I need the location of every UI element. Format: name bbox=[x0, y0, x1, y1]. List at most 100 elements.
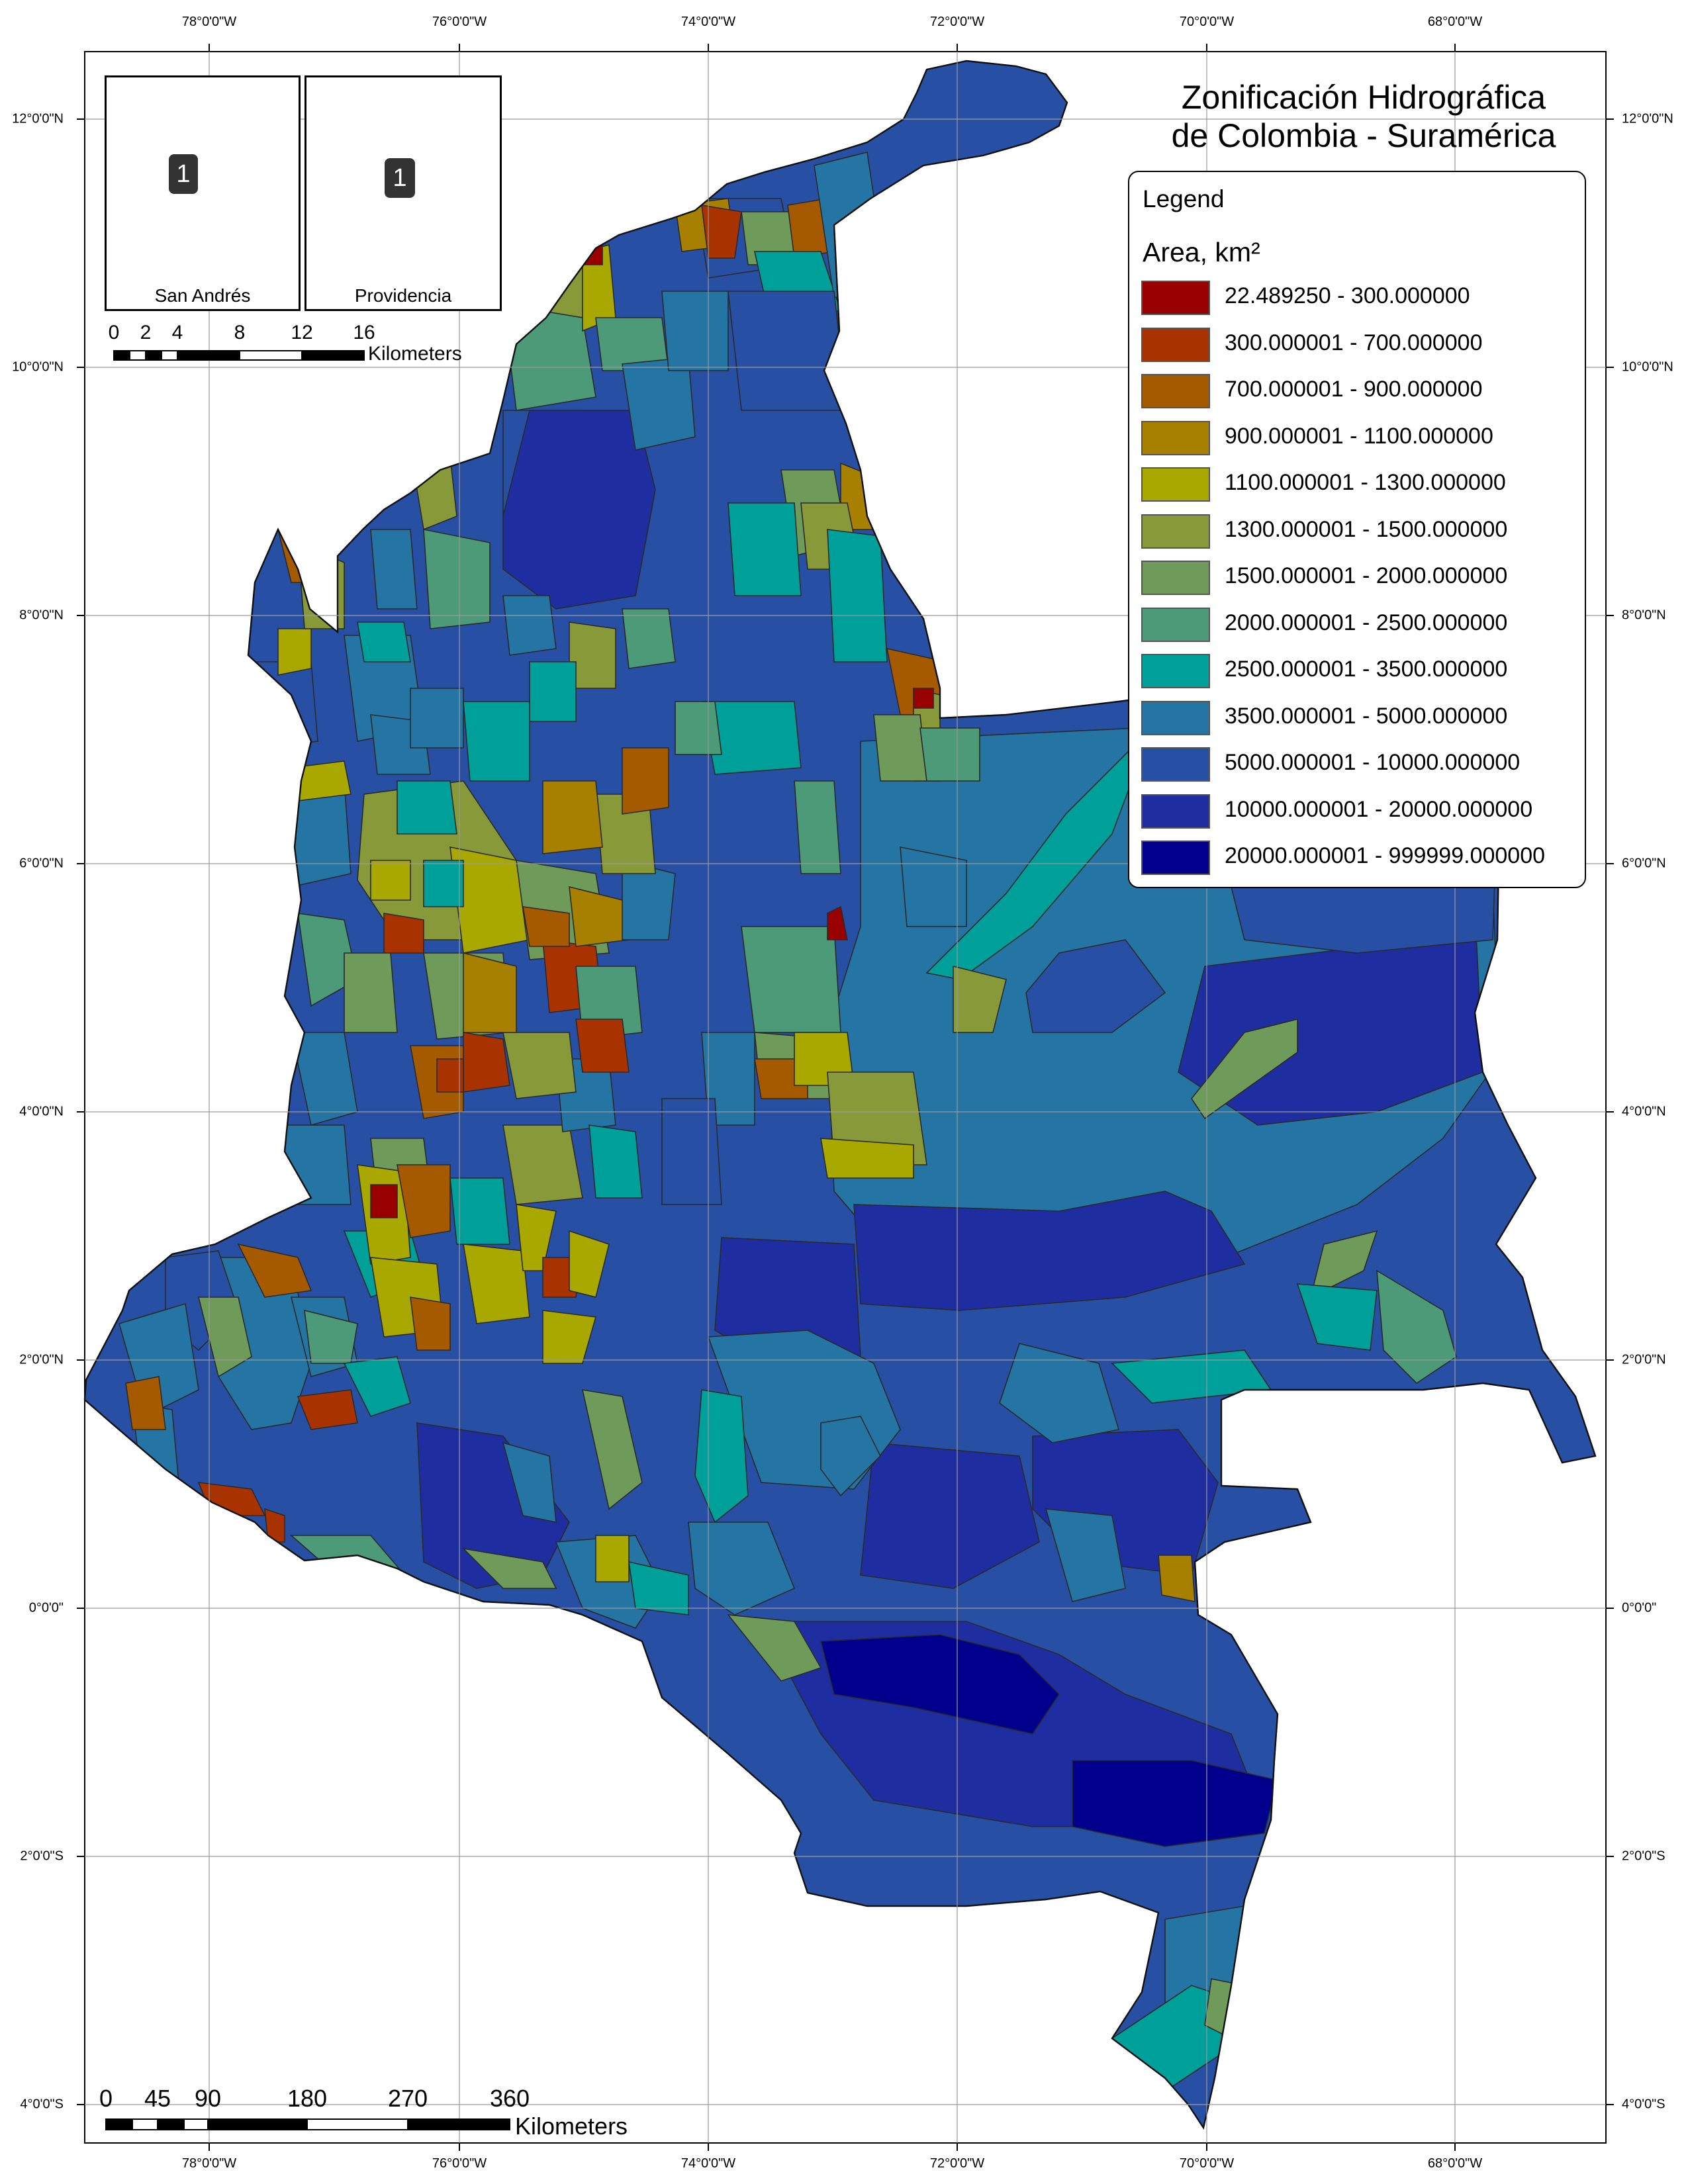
legend-swatch bbox=[1141, 420, 1210, 455]
legend-item: 1500.000001 - 2000.000000 bbox=[1141, 558, 1578, 596]
lon-label-top-70w: 70°0'0"W bbox=[1179, 15, 1235, 29]
lon-label-top-78w: 78°0'0"W bbox=[181, 15, 237, 29]
colombia-country bbox=[83, 60, 1597, 2129]
inset-scale-tick-2: 2 bbox=[140, 322, 152, 343]
main-scale-tick-270: 270 bbox=[387, 2085, 428, 2112]
legend-item-label: 1100.000001 - 1300.000000 bbox=[1225, 470, 1506, 495]
legend-swatch bbox=[1141, 794, 1210, 829]
legend-item-label: 20000.000001 - 999999.000000 bbox=[1225, 843, 1546, 868]
lat-label-right-2n: 2°0'0"N bbox=[1622, 1352, 1666, 1367]
legend-item: 1100.000001 - 1300.000000 bbox=[1141, 465, 1578, 503]
inset-label-san-andres: San Andrés bbox=[154, 285, 251, 306]
main-scale-tick-360: 360 bbox=[489, 2085, 530, 2112]
legend-item: 700.000001 - 900.000000 bbox=[1141, 371, 1578, 410]
legend-item: 2000.000001 - 2500.000000 bbox=[1141, 605, 1578, 643]
legend-item-label: 1300.000001 - 1500.000000 bbox=[1225, 516, 1508, 542]
legend-item: 2500.000001 - 3500.000000 bbox=[1141, 651, 1578, 690]
lat-label-left-6n: 6°0'0"N bbox=[19, 856, 64, 871]
inset-scale-bar bbox=[113, 350, 365, 361]
legend-item-label: 1500.000001 - 2000.000000 bbox=[1225, 563, 1508, 588]
legend-item: 10000.000001 - 20000.000000 bbox=[1141, 792, 1578, 830]
legend-item-label: 300.000001 - 700.000000 bbox=[1225, 330, 1483, 355]
legend-swatch bbox=[1141, 654, 1210, 688]
inset-scale-unit: Kilometers bbox=[368, 343, 462, 365]
legend-swatch bbox=[1141, 374, 1210, 408]
legend-swatch bbox=[1141, 561, 1210, 595]
legend-item: 20000.000001 - 999999.000000 bbox=[1141, 838, 1578, 876]
legend-heading: Legend bbox=[1143, 185, 1225, 212]
main-scale-tick-0: 0 bbox=[99, 2085, 113, 2112]
main-scale-tick-45: 45 bbox=[144, 2085, 171, 2112]
main-scale-bar bbox=[105, 2118, 510, 2130]
frame-ticks bbox=[77, 44, 1614, 2151]
legend-item: 5000.000001 - 10000.000000 bbox=[1141, 745, 1578, 783]
main-scale-tick-90: 90 bbox=[194, 2085, 222, 2112]
legend-swatch bbox=[1141, 327, 1210, 362]
legend-item-label: 2000.000001 - 2500.000000 bbox=[1225, 610, 1508, 635]
legend-item-label: 700.000001 - 900.000000 bbox=[1225, 377, 1483, 402]
lon-label-top-74w: 74°0'0"W bbox=[680, 15, 736, 29]
lon-label-bottom-72w: 72°0'0"W bbox=[929, 2156, 985, 2171]
lon-label-bottom-70w: 70°0'0"W bbox=[1179, 2156, 1235, 2171]
legend-swatch bbox=[1141, 607, 1210, 642]
lat-label-right-12n: 12°0'0"N bbox=[1622, 111, 1673, 126]
map-title-line-2: de Colombia - Suramérica bbox=[1171, 117, 1556, 154]
legend-item: 3500.000001 - 5000.000000 bbox=[1141, 698, 1578, 737]
lon-label-top-76w: 76°0'0"W bbox=[432, 15, 487, 29]
lat-label-left-2s: 2°0'0"S bbox=[20, 1848, 64, 1864]
lat-label-right-8n: 8°0'0"N bbox=[1622, 608, 1666, 623]
lat-label-right-2s: 2°0'0"S bbox=[1622, 1848, 1665, 1864]
lat-label-right-6n: 6°0'0"N bbox=[1622, 856, 1666, 871]
legend-item-label: 3500.000001 - 5000.000000 bbox=[1225, 703, 1508, 729]
lon-label-bottom-78w: 78°0'0"W bbox=[181, 2156, 237, 2171]
legend-panel: Legend Area, km² 22.489250 - 300.000000 3… bbox=[1128, 171, 1586, 888]
legend-item: 300.000001 - 700.000000 bbox=[1141, 325, 1578, 363]
inset-badge-providencia: 1 bbox=[385, 158, 415, 198]
map-frame bbox=[84, 51, 1607, 2144]
lat-label-right-4n: 4°0'0"N bbox=[1622, 1104, 1666, 1119]
lat-label-right-0: 0°0'0" bbox=[1622, 1600, 1657, 1615]
legend-swatch bbox=[1141, 467, 1210, 502]
legend-item-label: 10000.000001 - 20000.000000 bbox=[1225, 796, 1533, 822]
map-title-line-1: Zonificación Hidrográfica bbox=[1181, 79, 1546, 116]
inset-scale-tick-12: 12 bbox=[291, 322, 313, 343]
legend-item: 22.489250 - 300.000000 bbox=[1141, 278, 1578, 316]
inset-scale-tick-4: 4 bbox=[171, 322, 183, 343]
legend-swatch bbox=[1141, 514, 1210, 549]
lat-label-left-10n: 10°0'0"N bbox=[12, 359, 64, 375]
inset-badge-san-andres: 1 bbox=[169, 154, 198, 194]
legend-subheading: Area, km² bbox=[1143, 237, 1260, 267]
legend-item-label: 5000.000001 - 10000.000000 bbox=[1225, 750, 1521, 775]
lat-label-right-4s: 4°0'0"S bbox=[1622, 2097, 1665, 2112]
inset-providencia: 1 Providencia bbox=[305, 75, 502, 311]
lat-label-left-0: 0°0'0" bbox=[28, 1600, 64, 1615]
lon-label-bottom-76w: 76°0'0"W bbox=[432, 2156, 487, 2171]
lat-label-left-12n: 12°0'0"N bbox=[12, 111, 64, 126]
lon-label-bottom-68w: 68°0'0"W bbox=[1427, 2156, 1483, 2171]
inset-scale-tick-8: 8 bbox=[234, 322, 246, 343]
lat-label-right-10n: 10°0'0"N bbox=[1622, 359, 1673, 375]
lon-label-bottom-74w: 74°0'0"W bbox=[680, 2156, 736, 2171]
legend-swatch bbox=[1141, 700, 1210, 735]
inset-scale-tick-16: 16 bbox=[353, 322, 375, 343]
main-scale-tick-180: 180 bbox=[287, 2085, 328, 2112]
inset-san-andres: 1 San Andrés bbox=[105, 75, 301, 311]
legend-item-label: 22.489250 - 300.000000 bbox=[1225, 283, 1470, 308]
inset-scale-tick-0: 0 bbox=[108, 322, 120, 343]
main-scale-unit: Kilometers bbox=[515, 2113, 628, 2140]
lat-label-left-4n: 4°0'0"N bbox=[19, 1104, 64, 1119]
legend-swatch bbox=[1141, 747, 1210, 782]
legend-item: 900.000001 - 1100.000000 bbox=[1141, 418, 1578, 457]
lat-label-left-2n: 2°0'0"N bbox=[19, 1352, 64, 1367]
lat-label-left-4s: 4°0'0"S bbox=[20, 2097, 64, 2112]
lat-label-left-8n: 8°0'0"N bbox=[19, 608, 64, 623]
lon-label-top-68w: 68°0'0"W bbox=[1427, 15, 1483, 29]
map-title: Zonificación Hidrográfica de Colombia - … bbox=[1125, 78, 1602, 155]
inset-label-providencia: Providencia bbox=[354, 285, 452, 306]
legend-item-label: 2500.000001 - 3500.000000 bbox=[1225, 657, 1508, 682]
legend-swatch bbox=[1141, 281, 1210, 315]
legend-swatch bbox=[1141, 841, 1210, 875]
legend-item-label: 900.000001 - 1100.000000 bbox=[1225, 423, 1493, 449]
legend-item: 1300.000001 - 1500.000000 bbox=[1141, 512, 1578, 550]
